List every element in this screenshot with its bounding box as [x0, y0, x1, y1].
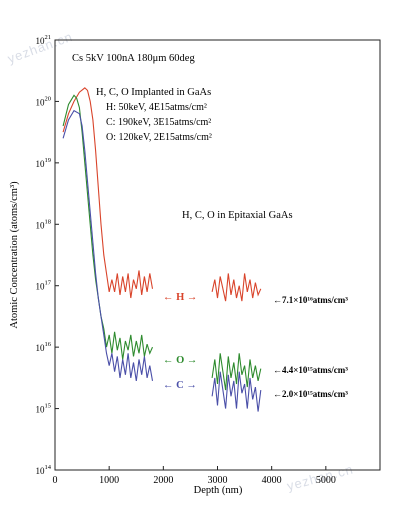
series-c-epi-profile [211, 371, 262, 412]
implant-o-label: O: 120keV, 2E15atms/cm² [106, 132, 212, 143]
y-tick-label: 1014 [36, 464, 52, 476]
series-label-o: ← O → [163, 355, 197, 366]
y-tick-label: 1020 [36, 95, 52, 107]
x-axis-title: Depth (nm) [194, 485, 243, 496]
series-group [62, 87, 262, 412]
y-axis-title: Atomic Concentration (atoms/cm³) [9, 181, 20, 329]
implant-title: H, C, O Implanted in GaAs [96, 87, 211, 98]
value-label-o: ←4.4×10¹⁵atms/cm³ [273, 365, 348, 375]
implant-h-label: H: 50keV, 4E15atms/cm² [106, 102, 207, 113]
x-tick-label: 1000 [99, 475, 119, 486]
y-tick-label: 1018 [36, 218, 52, 230]
axis-ticks: 0 1000 2000 3000 4000 5000 1021 1020 1019 1018 101… [36, 34, 336, 486]
x-tick-label: 0 [53, 475, 58, 486]
series-label-c: ← C → [163, 380, 197, 391]
x-tick-label: 3000 [208, 475, 228, 486]
x-tick-label: 4000 [262, 475, 282, 486]
series-c-implant-profile [62, 109, 154, 381]
y-tick-label: 1017 [36, 280, 52, 292]
y-tick-label: 1019 [36, 157, 52, 169]
y-tick-label: 1015 [36, 403, 52, 415]
implant-c-label: C: 190keV, 3E15atms/cm² [106, 117, 211, 128]
y-tick-label: 1021 [36, 34, 52, 46]
value-label-h: ←7.1×10¹⁶atms/cm³ [273, 295, 348, 305]
epitaxial-label: H, C, O in Epitaxial GaAs [182, 210, 293, 221]
condition-label: Cs 5kV 100nA 180μm 60deg [72, 53, 195, 64]
series-o-implant-profile [62, 94, 154, 360]
series-label-h: ← H → [163, 292, 197, 303]
x-tick-label: 2000 [153, 475, 173, 486]
x-tick-label: 5000 [316, 475, 336, 486]
y-tick-label: 1016 [36, 341, 52, 353]
value-label-c: ←2.0×10¹⁵atms/cm³ [273, 389, 348, 399]
series-h-implant-profile [62, 87, 154, 299]
series-h-epi-profile [211, 273, 262, 302]
series-o-epi-profile [211, 353, 262, 391]
